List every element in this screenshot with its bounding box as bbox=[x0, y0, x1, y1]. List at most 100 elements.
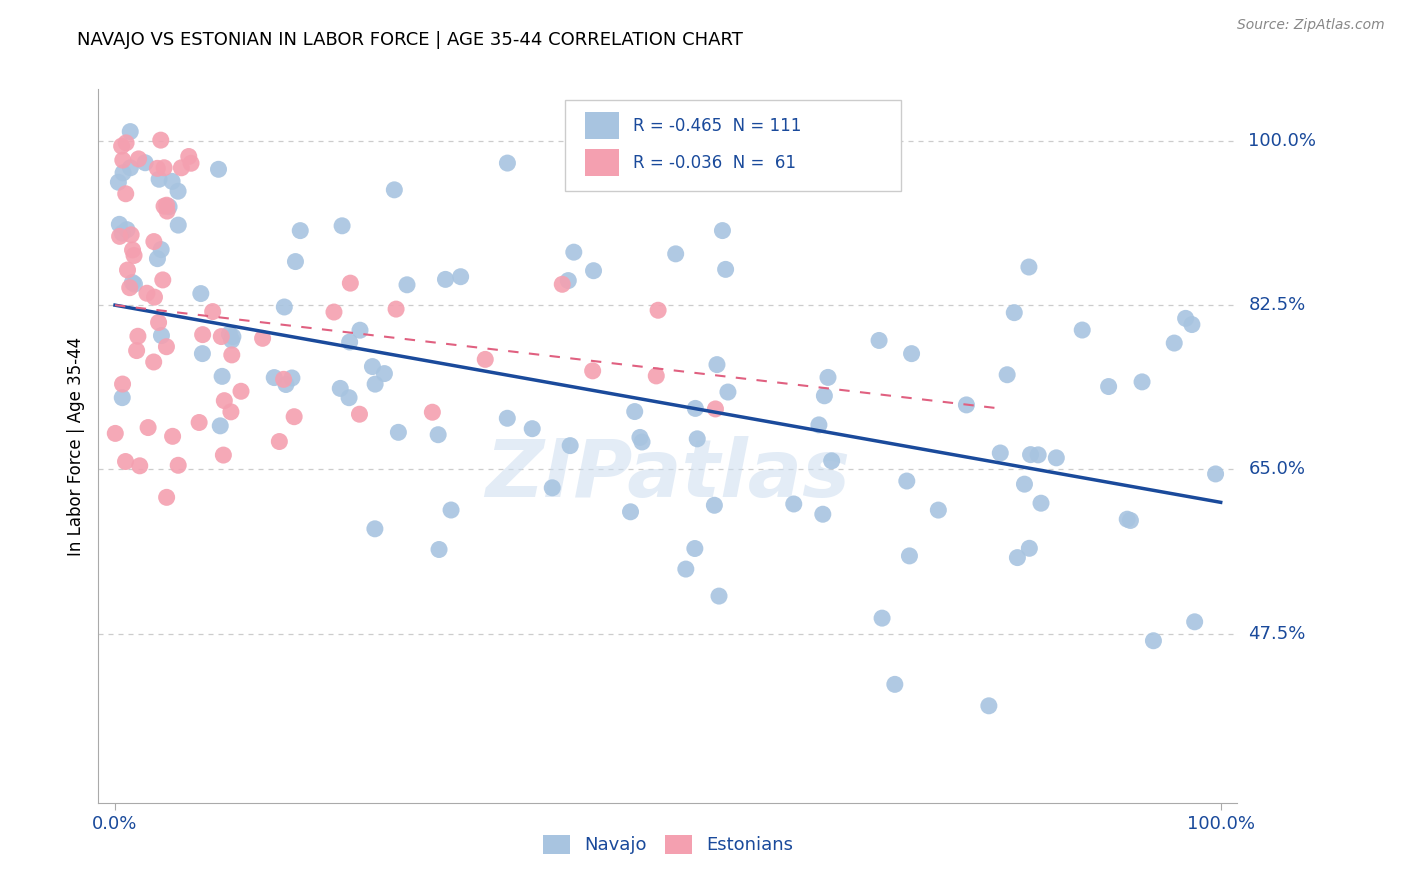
Point bbox=[1205, 467, 1227, 481]
Point bbox=[329, 381, 352, 395]
Point bbox=[685, 401, 707, 416]
Point bbox=[1018, 260, 1040, 274]
Point bbox=[440, 503, 463, 517]
Point bbox=[167, 218, 190, 232]
Point bbox=[560, 439, 582, 453]
FancyBboxPatch shape bbox=[565, 100, 901, 191]
Point bbox=[898, 549, 921, 563]
Text: 47.5%: 47.5% bbox=[1249, 624, 1306, 643]
Point bbox=[496, 156, 519, 170]
Point bbox=[142, 235, 165, 249]
Point bbox=[704, 401, 727, 416]
Point bbox=[339, 276, 361, 290]
Point bbox=[273, 372, 295, 386]
Point bbox=[128, 458, 150, 473]
Point bbox=[870, 611, 893, 625]
Point bbox=[717, 385, 740, 400]
Point bbox=[155, 340, 177, 354]
Point bbox=[153, 161, 176, 175]
Point bbox=[149, 133, 172, 147]
Point bbox=[337, 391, 360, 405]
Point bbox=[263, 370, 285, 384]
Point bbox=[115, 136, 138, 150]
Point bbox=[373, 367, 395, 381]
Point bbox=[811, 507, 834, 521]
Point bbox=[387, 425, 409, 440]
Point bbox=[927, 503, 949, 517]
Point bbox=[474, 352, 496, 367]
Point bbox=[395, 277, 418, 292]
Point bbox=[111, 377, 134, 392]
Point bbox=[385, 302, 408, 317]
Point bbox=[675, 562, 697, 576]
Point bbox=[152, 273, 174, 287]
Point bbox=[191, 346, 214, 360]
Point bbox=[562, 245, 585, 260]
Point bbox=[201, 304, 224, 318]
Point bbox=[120, 227, 142, 242]
Point bbox=[188, 416, 211, 430]
Point bbox=[156, 491, 179, 505]
Point bbox=[221, 333, 243, 347]
Point bbox=[107, 175, 129, 189]
Point bbox=[150, 243, 173, 257]
Point bbox=[631, 434, 654, 449]
Point bbox=[150, 328, 173, 343]
Point bbox=[111, 139, 134, 153]
Point bbox=[142, 355, 165, 369]
Point bbox=[117, 263, 139, 277]
Point bbox=[364, 522, 387, 536]
Point bbox=[157, 200, 180, 214]
Point bbox=[281, 371, 304, 385]
Point bbox=[146, 252, 169, 266]
Point bbox=[707, 589, 730, 603]
Point bbox=[557, 274, 579, 288]
Point bbox=[364, 377, 387, 392]
Point bbox=[114, 454, 136, 468]
Point bbox=[1181, 318, 1204, 332]
Point bbox=[1097, 379, 1119, 393]
Point bbox=[1116, 512, 1139, 526]
Point bbox=[807, 417, 830, 432]
Point bbox=[1142, 633, 1164, 648]
Point bbox=[883, 677, 905, 691]
Point bbox=[121, 243, 143, 257]
Point bbox=[111, 153, 134, 168]
Point bbox=[582, 263, 605, 277]
Point bbox=[167, 458, 190, 473]
Point bbox=[450, 269, 472, 284]
Point bbox=[211, 369, 233, 384]
Text: 82.5%: 82.5% bbox=[1249, 296, 1306, 314]
Point bbox=[180, 156, 202, 170]
Point bbox=[1026, 448, 1049, 462]
Point bbox=[221, 348, 243, 362]
Point bbox=[124, 277, 146, 291]
Point bbox=[382, 183, 405, 197]
Point bbox=[683, 541, 706, 556]
Point bbox=[1045, 450, 1067, 465]
Point bbox=[623, 404, 645, 418]
Point bbox=[1163, 336, 1185, 351]
Point bbox=[522, 422, 544, 436]
Point bbox=[283, 409, 305, 424]
Point bbox=[427, 427, 450, 442]
Point bbox=[1184, 615, 1206, 629]
Point bbox=[136, 420, 159, 434]
Point bbox=[269, 434, 291, 449]
Point bbox=[120, 161, 142, 175]
Point bbox=[122, 248, 145, 262]
Point bbox=[212, 448, 235, 462]
Point bbox=[111, 226, 134, 240]
Point bbox=[783, 497, 806, 511]
Point bbox=[349, 323, 371, 337]
Point bbox=[1019, 448, 1042, 462]
Point bbox=[284, 254, 307, 268]
Point bbox=[177, 149, 200, 163]
Point bbox=[1174, 311, 1197, 326]
FancyBboxPatch shape bbox=[585, 149, 619, 177]
Point bbox=[118, 281, 141, 295]
Point bbox=[813, 389, 835, 403]
Point bbox=[686, 432, 709, 446]
Point bbox=[209, 418, 232, 433]
Point bbox=[995, 368, 1018, 382]
